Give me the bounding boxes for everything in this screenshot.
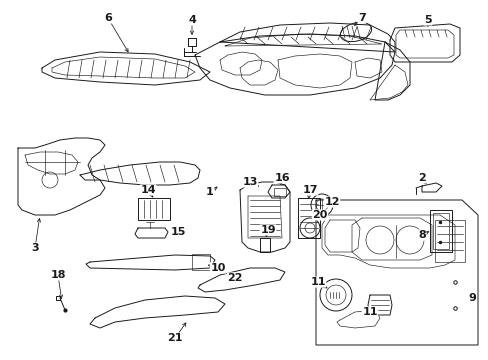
Text: 6: 6 [104,13,112,23]
Bar [432,213,448,249]
Text: 21: 21 [167,333,183,343]
Text: 22: 22 [227,273,242,283]
Bar [429,210,451,252]
Text: 9: 9 [467,293,475,303]
Text: 15: 15 [170,227,185,237]
Text: 4: 4 [188,15,196,25]
Text: 16: 16 [274,173,289,183]
Text: 8: 8 [417,230,425,240]
Text: 5: 5 [423,15,431,25]
Bar [434,220,464,262]
Text: 11: 11 [309,277,325,287]
Bar [192,254,209,270]
Text: 12: 12 [324,197,339,207]
Text: 18: 18 [50,270,65,280]
Text: 3: 3 [31,243,39,253]
Text: 7: 7 [357,13,365,23]
Text: 13: 13 [242,177,257,187]
Text: 10: 10 [210,263,225,273]
Bar [297,198,319,238]
Bar [260,238,269,252]
Bar [273,188,285,196]
Text: 1: 1 [206,187,213,197]
Text: 19: 19 [260,225,275,235]
Text: 11: 11 [362,307,377,317]
Text: 20: 20 [312,210,327,220]
Text: 14: 14 [140,185,156,195]
Bar [138,198,170,220]
Text: 2: 2 [417,173,425,183]
Text: 17: 17 [302,185,317,195]
